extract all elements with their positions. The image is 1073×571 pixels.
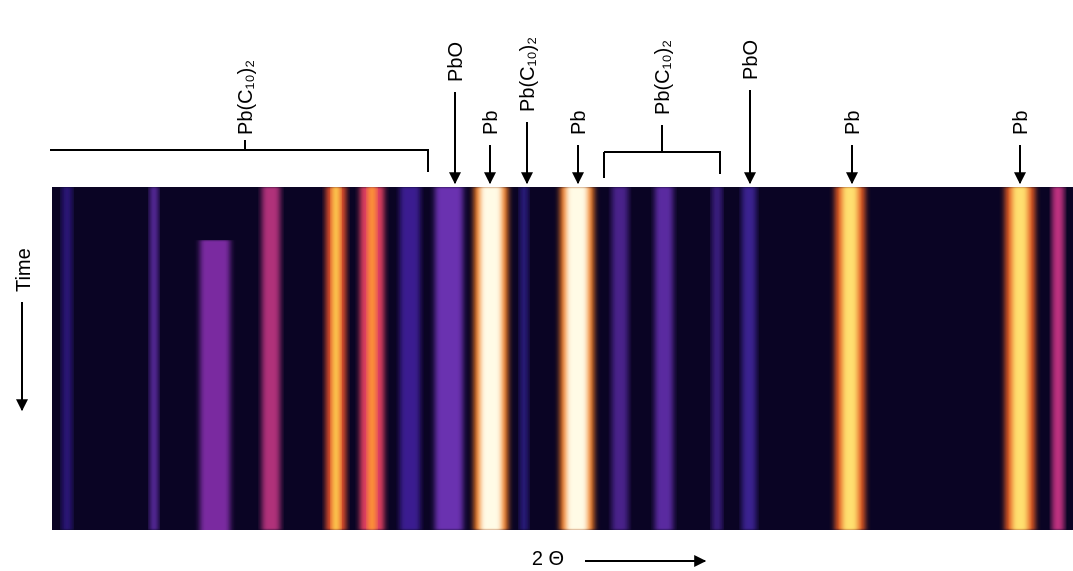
annotation-label: Pb (1010, 111, 1032, 135)
annotation-label: PbO (445, 42, 467, 82)
annotation-label: Pb(C₁₀)₂ (517, 37, 539, 112)
annotation-label: Pb(C₁₀)₂ (652, 40, 674, 115)
stripe (520, 187, 528, 530)
stripe (612, 187, 628, 530)
stripe (262, 187, 280, 530)
stripe (150, 187, 158, 530)
bracket (603, 125, 721, 178)
stripe (742, 187, 756, 530)
stripe (480, 187, 502, 530)
annotation-label: Pb(C₁₀)₂ (235, 60, 257, 135)
y-axis-label: Time (13, 248, 35, 292)
stripe (332, 187, 340, 530)
stripe (842, 187, 858, 530)
stripe (435, 187, 463, 530)
stripe (62, 187, 72, 530)
stripe (200, 240, 230, 530)
annotation-label: Pb (568, 111, 590, 135)
stripe (400, 187, 420, 530)
heatmap (52, 187, 1073, 530)
stripe (1052, 187, 1064, 530)
stripe (655, 187, 673, 530)
stripe (368, 187, 376, 530)
annotation-label: PbO (740, 40, 762, 80)
annotations: Pb(C₁₀)₂ PbO Pb Pb(C₁₀)₂ Pb Pb(C₁₀)₂ PbO Pb Pb (50, 37, 1032, 185)
annotation-label: Pb (842, 111, 864, 135)
bracket (50, 140, 429, 172)
stripe (712, 187, 722, 530)
annotation-label: Pb (480, 111, 502, 135)
x-axis-label: 2 Θ (532, 548, 564, 570)
stripe (566, 187, 588, 530)
stripe (1012, 187, 1028, 530)
